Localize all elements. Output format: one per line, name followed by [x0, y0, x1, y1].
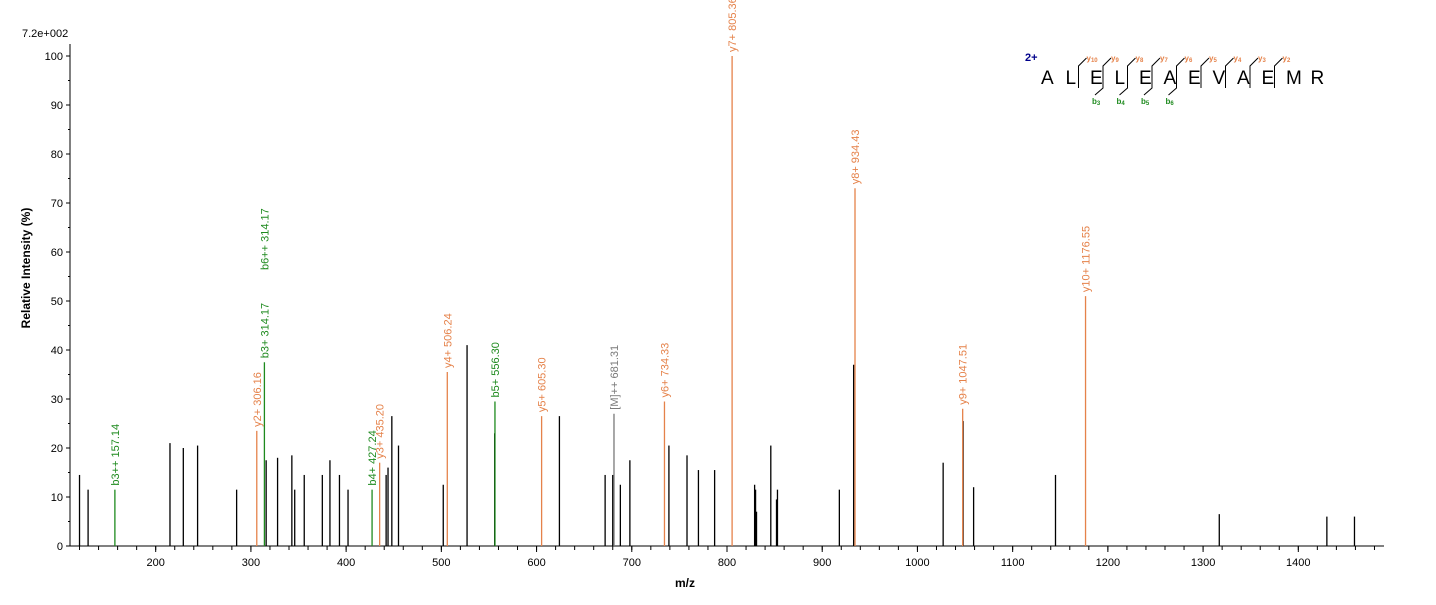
peak-label: y5+ 605.30 [537, 357, 549, 412]
peak-label: y8+ 934.43 [850, 130, 862, 185]
b-ion-bracket [1119, 66, 1128, 96]
x-tick-label: 300 [242, 557, 260, 569]
y-ion-bracket [1249, 57, 1259, 88]
x-tick-label: 500 [432, 557, 450, 569]
y-ion-label: y6 [1185, 54, 1193, 64]
b-ion-bracket [1094, 66, 1104, 96]
y-ion-bracket [1127, 57, 1136, 88]
y-ion-label: y10 [1087, 54, 1099, 64]
x-tick-label: 1200 [1096, 557, 1120, 569]
y-tick-label: 100 [45, 51, 63, 63]
y-ion-bracket [1274, 57, 1283, 88]
sequence-residue: E [1139, 68, 1152, 89]
x-tick-label: 1300 [1191, 557, 1215, 569]
b-ion-bracket [1143, 66, 1153, 96]
charge-state: 2+ [1025, 52, 1038, 64]
sequence-residue: E [1090, 68, 1103, 89]
x-tick-label: 400 [337, 557, 355, 569]
x-tick-label: 900 [813, 557, 831, 569]
y-tick-label: 40 [51, 345, 63, 357]
x-tick-label: 600 [527, 557, 545, 569]
y-ion-bracket [1102, 57, 1112, 88]
sequence-residue: E [1262, 68, 1275, 89]
peak-label: b3+ 314.17 [259, 303, 271, 358]
peaks [78, 56, 1356, 546]
sequence-residue: E [1188, 68, 1201, 89]
x-tick-label: 1400 [1286, 557, 1310, 569]
peak-label: y2+ 306.16 [252, 372, 264, 427]
y-tick-label: 0 [57, 541, 63, 553]
y-tick-label: 20 [51, 443, 63, 455]
sequence-residue: V [1213, 68, 1226, 89]
b-ion-label: b6 [1166, 97, 1175, 107]
b-ion-label: b4 [1117, 97, 1126, 107]
y-tick-label: 10 [51, 492, 63, 504]
y-ion-label: y7 [1160, 54, 1168, 64]
peak-label: y4+ 506.24 [442, 313, 454, 368]
peak-label: b4+ 427.24 [367, 430, 379, 485]
peak-label: y10+ 1176.55 [1081, 226, 1093, 292]
sequence-residue: A [1164, 68, 1177, 89]
y-ion-label: y8 [1136, 54, 1144, 64]
y-tick-label: 30 [51, 394, 63, 406]
y-ion-label: y4 [1234, 54, 1242, 64]
peak-label: y6+ 734.33 [659, 343, 671, 398]
y-ion-label: y9 [1111, 54, 1119, 64]
peak-label: y9+ 1047.51 [958, 344, 970, 405]
y-tick-label: 70 [51, 198, 63, 210]
x-tick-label: 800 [718, 557, 736, 569]
y-ion-bracket [1151, 57, 1161, 88]
b-ion-label: b3 [1092, 97, 1101, 107]
y-ion-bracket [1176, 57, 1185, 88]
x-tick-label: 1000 [905, 557, 929, 569]
max-intensity-label: 7.2e+002 [22, 28, 68, 40]
y-ion-bracket [1078, 57, 1087, 88]
y-ion-label: y3 [1258, 54, 1266, 64]
peak-label: b5+ 556.30 [490, 342, 502, 397]
peak-label: y3+ 435.20 [375, 404, 387, 459]
peak-label: [M]++ 681.31 [609, 345, 621, 410]
sequence-residue: L [1066, 68, 1077, 89]
y-tick-label: 50 [51, 296, 63, 308]
peak-label: b6++ 314.17 [259, 208, 271, 270]
sequence-residue: M [1286, 68, 1302, 89]
y-tick-label: 80 [51, 149, 63, 161]
x-axis-title: m/z [675, 576, 695, 590]
y-axis-title: Relative Intensity (%) [19, 208, 33, 329]
x-tick-label: 700 [623, 557, 641, 569]
x-tick-label: 200 [147, 557, 165, 569]
y-ion-bracket [1225, 57, 1234, 88]
axes: 0 10 20 30 40 50 60 70 80 90 100 200 300 400 500 600 700… [45, 44, 1384, 569]
sequence-residue: A [1041, 68, 1054, 89]
peak-labels: b3++ 157.14 y2+ 306.16 b3+ 314.17 b6++ 314.… [110, 0, 1093, 486]
y-tick-label: 60 [51, 247, 63, 259]
peak-label: b3++ 157.14 [110, 424, 122, 486]
y-tick-label: 90 [51, 100, 63, 112]
b-ion-bracket [1168, 66, 1177, 96]
sequence-residue: R [1311, 68, 1325, 89]
x-tick-label: 1100 [1001, 557, 1025, 569]
y-ion-label: y2 [1283, 54, 1291, 64]
sequence-residue: L [1115, 68, 1126, 89]
y-ion-bracket [1200, 57, 1210, 88]
y-ion-label: y5 [1209, 54, 1217, 64]
b-ion-label: b5 [1141, 97, 1150, 107]
sequence-residue: A [1237, 68, 1250, 89]
peak-label: y7+ 805.36 [727, 0, 739, 52]
